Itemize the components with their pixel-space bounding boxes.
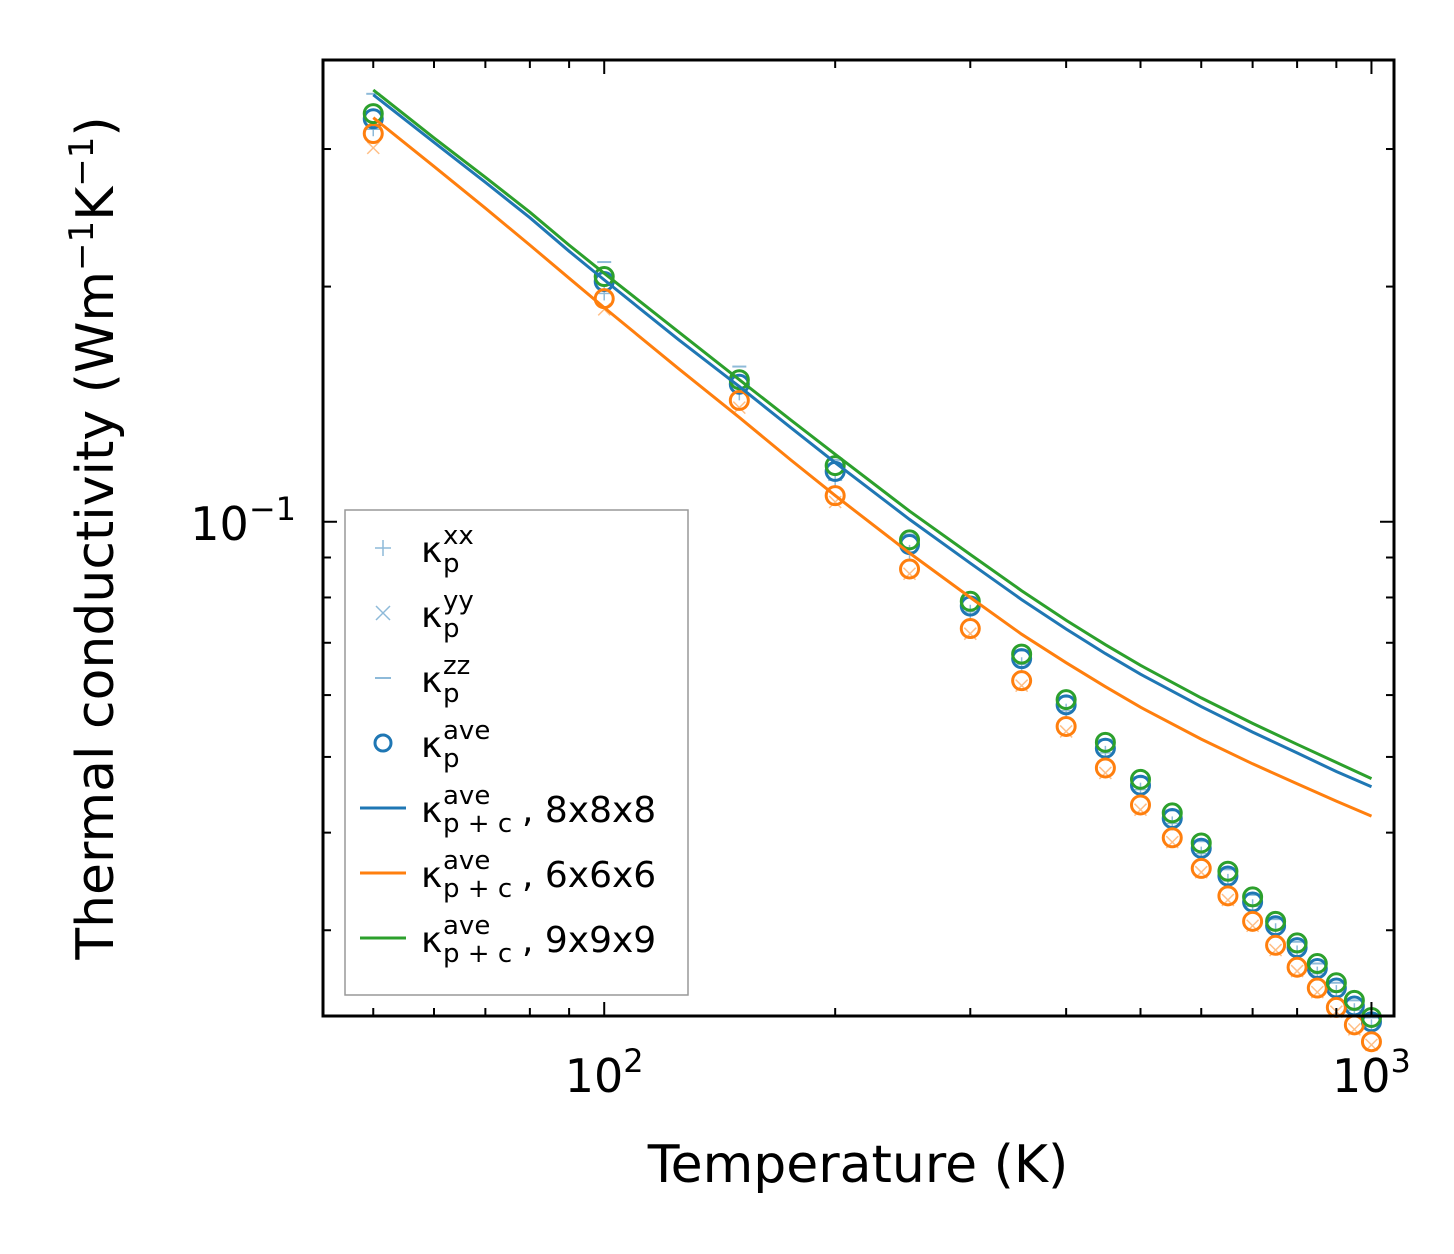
x-tick-label-exp: 2 — [623, 1042, 643, 1080]
legend-item-5-sub: p + c — [443, 874, 512, 904]
x-tick-label-exp: 3 — [1391, 1042, 1411, 1080]
kave-point-9x9x9-650 — [1217, 860, 1239, 882]
kave-point-8x8x8-500 — [1129, 774, 1151, 796]
legend-item-4-suffix: , 8x8x8 — [522, 790, 656, 831]
legend-item-0-symbol: κ — [421, 530, 442, 571]
kave-point-9x9x9-600 — [1190, 832, 1212, 854]
legend-item-6-sup: ave — [443, 911, 490, 941]
plot-frame — [321, 58, 1396, 1018]
line-9x9x9 — [372, 88, 1373, 780]
kave-point-6x6x6-450 — [1094, 757, 1116, 779]
plot-lines — [372, 88, 1373, 818]
kave-point-6x6x6-650 — [1217, 885, 1239, 907]
legend-item-4-sub: p + c — [443, 809, 512, 839]
plot-marks — [362, 92, 1382, 1053]
kave-point-9x9x9-800 — [1286, 932, 1308, 954]
legend-item-6-symbol: κ — [421, 920, 442, 961]
kave-point-9x9x9-700 — [1242, 886, 1264, 908]
y-tick-label-0.1: 10−1 — [190, 490, 296, 551]
kave-point-6x6x6-850 — [1306, 977, 1328, 999]
kave-point-6x6x6-350 — [1011, 670, 1033, 692]
kave-point-8x8x8-450 — [1094, 737, 1116, 759]
kave-point-6x6x6-800 — [1286, 956, 1308, 978]
kave-point-9x9x9-200 — [824, 455, 846, 477]
legend-item-1-sup: yy — [443, 586, 474, 616]
kave-point-6x6x6-50 — [362, 123, 384, 145]
legend-item-1-handle — [375, 605, 391, 621]
legend-item-2-sup: zz — [443, 651, 470, 681]
legend-item-0-sub: p — [443, 549, 460, 579]
kave-point-9x9x9-350 — [1011, 643, 1033, 665]
kave-point-9x9x9-850 — [1306, 952, 1328, 974]
x-tick-label-base: 10 — [565, 1049, 624, 1103]
legend-item-1-sub: p — [443, 614, 460, 644]
kave-point-6x6x6-750 — [1265, 934, 1287, 956]
line-8x8x8 — [372, 93, 1373, 789]
legend-item-2: κ zzp — [375, 651, 470, 709]
kave-point-6x6x6-250 — [899, 558, 921, 580]
kave-point-9x9x9-100 — [593, 266, 615, 288]
legend-item-3-handle — [373, 733, 393, 753]
kave-point-6x6x6-700 — [1242, 910, 1264, 932]
line-6x6x6 — [372, 116, 1373, 818]
kave-point-6x6x6-200 — [824, 485, 846, 507]
y-tick-label-base: 10 — [190, 497, 249, 551]
legend-item-0-handle — [375, 540, 391, 556]
kyy-point-6x6x6-150-b — [732, 401, 746, 415]
legend-item-0-sup: xx — [443, 521, 474, 551]
legend-item-3-sup: ave — [443, 716, 490, 746]
kave-point-6x6x6-300 — [959, 618, 981, 640]
kave-point-9x9x9-400 — [1055, 689, 1077, 711]
kave-point-9x9x9-300 — [959, 590, 981, 612]
legend-item-4-symbol: κ — [421, 790, 442, 831]
legend-item-5-symbol: κ — [421, 855, 442, 896]
legend-item-2-sub: p — [443, 679, 460, 709]
kave-point-6x6x6-550 — [1161, 827, 1183, 849]
legend-item-1-handle-b — [375, 605, 391, 621]
legend-item-5-suffix: , 6x6x6 — [522, 855, 656, 896]
legend-item-1-symbol: κ — [421, 595, 442, 636]
y-tick-label-exp: −1 — [249, 490, 296, 528]
legend-item-0: κ xxp — [375, 521, 474, 579]
x-tick-label-base: 10 — [1332, 1049, 1391, 1103]
kave-point-6x6x6-400 — [1055, 715, 1077, 737]
kave-point-9x9x9-550 — [1161, 802, 1183, 824]
x-tick-label-1000: 103 — [1332, 1042, 1411, 1103]
x-axis-label: Temperature (K) — [647, 1135, 1069, 1195]
legend-item-1: κ yyp — [375, 586, 474, 644]
kave-point-9x9x9-500 — [1129, 768, 1151, 790]
kyy-point-6x6x6-150 — [732, 401, 746, 415]
kave-point-9x9x9-50 — [362, 103, 384, 125]
legend-item-6-suffix: , 9x9x9 — [522, 920, 656, 961]
kyy-point-6x6x6-50-b — [366, 141, 380, 155]
kave-point-9x9x9-250 — [899, 529, 921, 551]
legend-item-5-sup: ave — [443, 846, 490, 876]
kave-point-9x9x9-450 — [1094, 731, 1116, 753]
legend-item-3-symbol: κ — [421, 725, 442, 766]
kxx-point-8x8x8-400 — [1059, 703, 1074, 718]
legend-item-4-sup: ave — [443, 781, 490, 811]
legend-item-2-symbol: κ — [421, 660, 442, 701]
kave-point-6x6x6-500 — [1129, 794, 1151, 816]
kyy-point-6x6x6-50 — [366, 141, 380, 155]
legend-item-3-sub: p — [443, 744, 460, 774]
kave-point-6x6x6-1000 — [1360, 1031, 1382, 1053]
legend-box — [344, 509, 689, 996]
x-tick-label-100: 102 — [565, 1042, 644, 1103]
legend-item-6-sub: p + c — [443, 939, 512, 969]
kave-point-9x9x9-750 — [1265, 910, 1287, 932]
kave-point-6x6x6-600 — [1190, 857, 1212, 879]
kave-point-9x9x9-950 — [1343, 989, 1365, 1011]
kave-point-6x6x6-150 — [728, 389, 750, 411]
y-axis-label: Thermal conductivity (Wm−1K−1) — [62, 116, 126, 960]
kave-point-9x9x9-900 — [1325, 972, 1347, 994]
